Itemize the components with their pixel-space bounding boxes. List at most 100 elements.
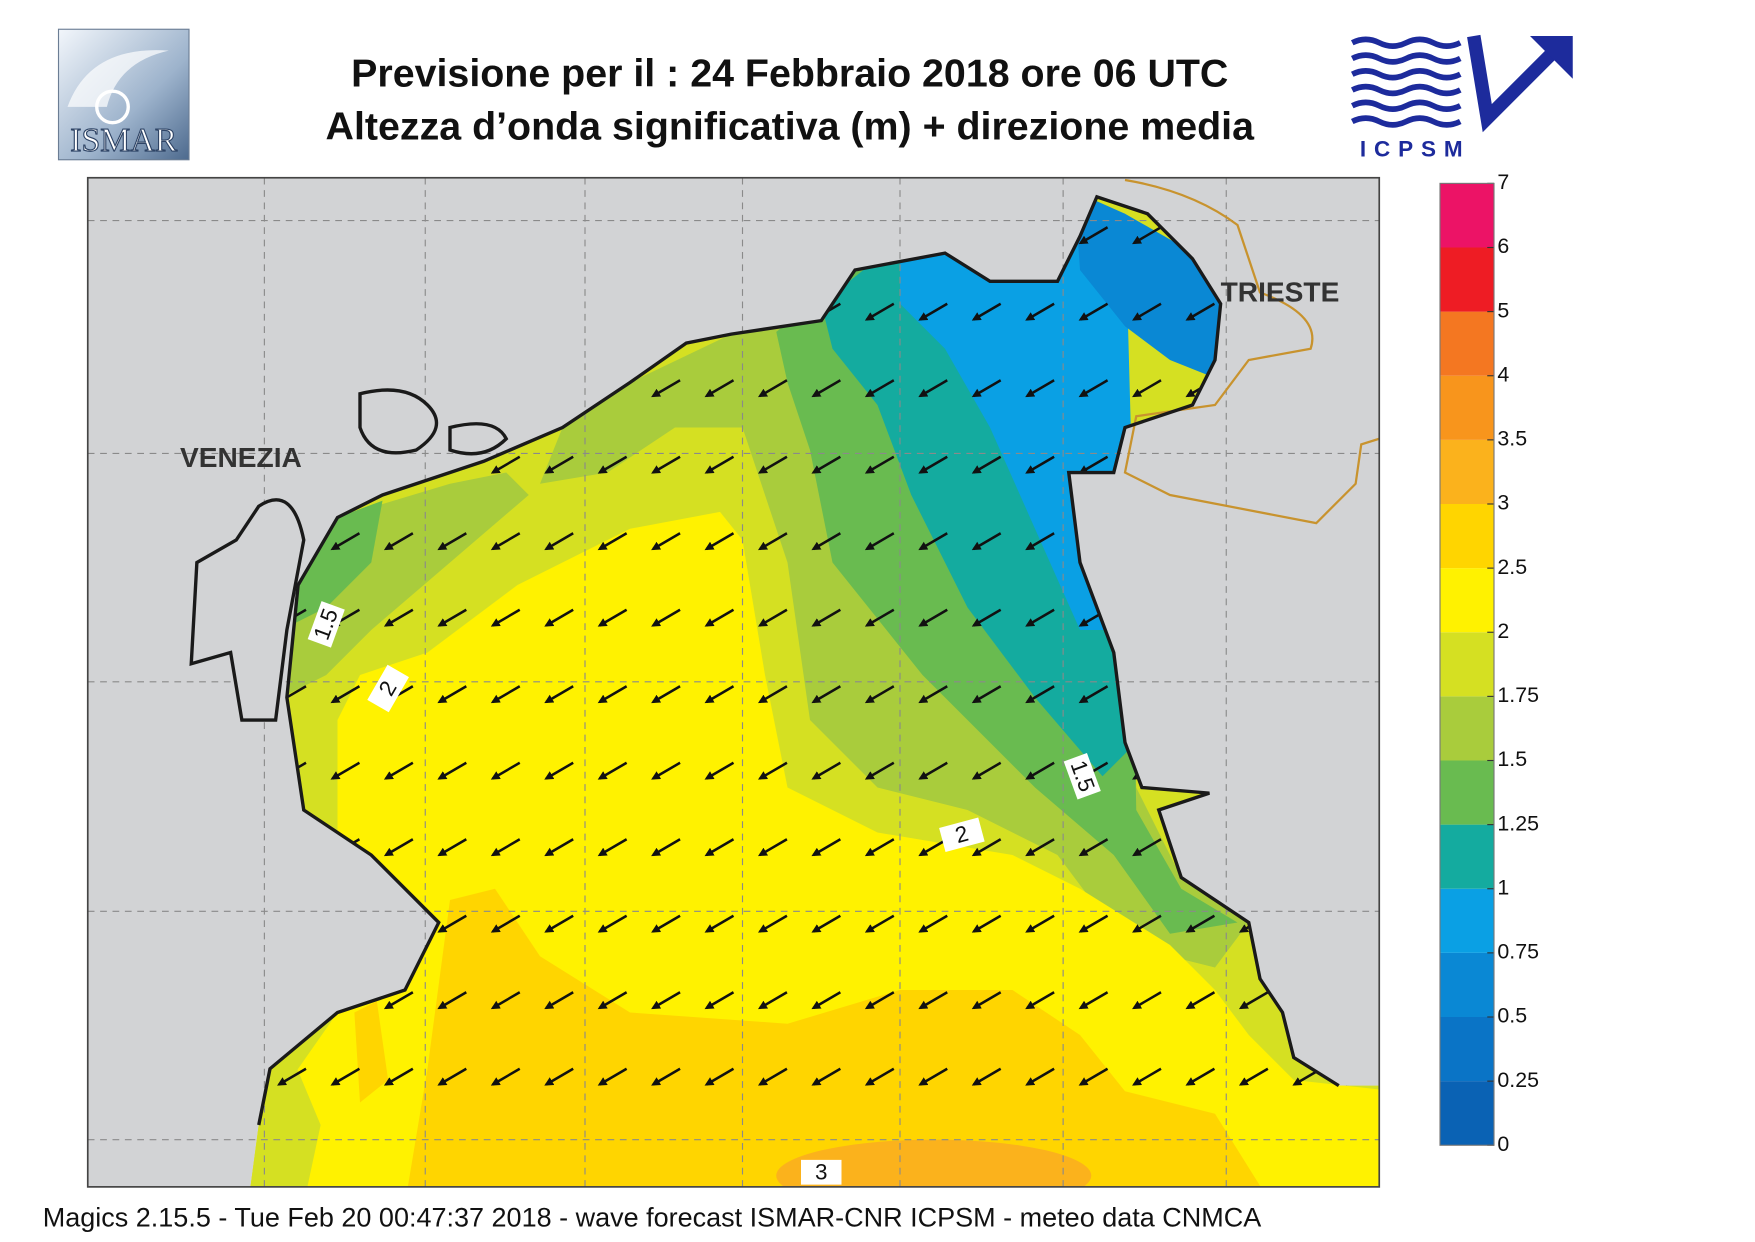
- direction-arrow: [811, 379, 841, 398]
- colorbar-label: 0.25: [1497, 1068, 1539, 1092]
- direction-arrow: [437, 914, 467, 933]
- direction-arrow: [971, 532, 1002, 551]
- direction-arrow: [437, 685, 467, 704]
- direction-arrow: [651, 532, 681, 551]
- direction-arrow: [1132, 379, 1162, 398]
- direction-arrow: [704, 838, 735, 857]
- direction-arrow: [704, 608, 735, 627]
- direction-arrow: [1185, 991, 1216, 1010]
- direction-arrow: [1025, 532, 1055, 551]
- direction-arrow: [597, 761, 628, 780]
- direction-arrow: [1185, 302, 1216, 321]
- direction-arrow: [1238, 1067, 1269, 1086]
- colorbar-segment: [1440, 183, 1494, 248]
- direction-arrow: [864, 991, 895, 1010]
- colorbar-label: 4: [1497, 362, 1509, 386]
- wave-height-zone: [1074, 196, 1232, 383]
- contour-label-bg: [307, 601, 345, 648]
- direction-arrow: [1078, 226, 1109, 245]
- direction-arrow: [1132, 838, 1162, 857]
- direction-arrow: [651, 1067, 681, 1086]
- direction-arrow: [1025, 1067, 1055, 1086]
- direction-arrow: [1025, 838, 1055, 857]
- direction-arrow: [757, 1067, 788, 1086]
- direction-arrow: [704, 379, 735, 398]
- direction-arrow: [651, 914, 681, 933]
- direction-arrow: [383, 991, 414, 1010]
- direction-arrow: [757, 761, 788, 780]
- direction-arrow: [1132, 914, 1162, 933]
- ismar-logo: ISMAR: [57, 28, 190, 161]
- contour-label-text: 3: [815, 1159, 828, 1184]
- contour-label-bg: [1063, 752, 1101, 800]
- direction-arrow: [490, 761, 521, 780]
- direction-arrow: [757, 914, 788, 933]
- direction-arrow: [330, 685, 361, 704]
- direction-arrow: [1132, 226, 1162, 245]
- icpsm-logo: ICPSM: [1350, 34, 1573, 161]
- direction-arrow: [544, 455, 574, 474]
- contour-label-text: 2: [952, 821, 971, 848]
- direction-arrow: [544, 608, 574, 627]
- direction-arrow: [490, 914, 521, 933]
- direction-arrow: [971, 455, 1002, 474]
- direction-arrow: [1078, 991, 1109, 1010]
- direction-arrow: [757, 379, 788, 398]
- direction-arrow: [757, 685, 788, 704]
- direction-arrow: [1025, 455, 1055, 474]
- direction-arrow: [918, 1067, 948, 1086]
- direction-arrow: [490, 455, 521, 474]
- colorbar-frame: [1439, 182, 1495, 1146]
- direction-arrow: [918, 608, 948, 627]
- direction-arrow: [918, 914, 948, 933]
- content: ISMAR ICPSM Previsione per il : 24 Febbr…: [43, 28, 1573, 1232]
- colorbar-label: 1: [1497, 875, 1509, 899]
- direction-arrow: [1185, 1067, 1216, 1086]
- direction-arrow: [704, 914, 735, 933]
- contour-label-bg: [367, 664, 409, 713]
- border: [1123, 178, 1380, 525]
- colorbar-segment: [1440, 375, 1494, 440]
- direction-arrow: [437, 532, 467, 551]
- direction-arrow: [597, 608, 628, 627]
- direction-arrow: [437, 1067, 467, 1086]
- direction-arrow: [1025, 608, 1055, 627]
- colorbar-segment: [1440, 888, 1494, 953]
- place-label: VENEZIA: [180, 442, 302, 473]
- direction-arrow: [971, 838, 1002, 857]
- direction-arrow: [811, 914, 841, 933]
- direction-arrow: [918, 685, 948, 704]
- direction-arrow: [971, 914, 1002, 933]
- logo-text: ISMAR: [70, 122, 177, 159]
- colorbar-segment: [1440, 311, 1494, 376]
- direction-arrow: [864, 761, 895, 780]
- title: Previsione per il : 24 Febbraio 2018 ore…: [351, 52, 1228, 96]
- direction-arrow: [1025, 379, 1055, 398]
- coastline: [257, 194, 1340, 1126]
- colorbar-segment: [1440, 760, 1494, 825]
- direction-arrow: [330, 1067, 361, 1086]
- direction-arrow: [651, 379, 681, 398]
- direction-arrow: [651, 838, 681, 857]
- direction-arrow: [597, 685, 628, 704]
- direction-arrow: [437, 838, 467, 857]
- colorbar-segment: [1440, 504, 1494, 569]
- colorbar-label: 7: [1497, 170, 1509, 194]
- colorbar-segment: [1440, 952, 1494, 1017]
- direction-arrow: [811, 685, 841, 704]
- colorbar-label: 0.5: [1497, 1004, 1527, 1028]
- direction-arrow: [918, 379, 948, 398]
- direction-arrow: [971, 761, 1002, 780]
- colorbar-label: 2.5: [1497, 555, 1527, 579]
- colorbar-segment: [1440, 568, 1494, 633]
- direction-arrow: [330, 532, 361, 551]
- lagoon-land: [189, 388, 509, 722]
- colorbar-label: 1.25: [1497, 811, 1539, 835]
- direction-arrow: [918, 838, 948, 857]
- colorbar-label: 0: [1497, 1132, 1509, 1156]
- direction-arrow: [1185, 914, 1216, 933]
- direction-arrow: [544, 761, 574, 780]
- direction-arrow: [704, 532, 735, 551]
- contour-label-bg: [801, 1159, 842, 1185]
